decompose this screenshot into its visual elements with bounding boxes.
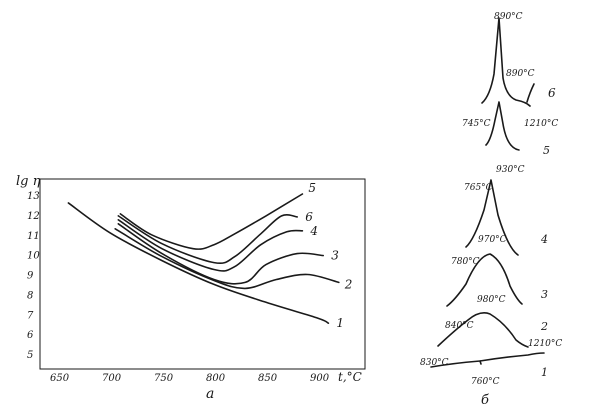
curve-label-5: 5: [543, 144, 550, 157]
annotation-1-left: 830°C: [420, 358, 449, 368]
curve-6: [481, 17, 531, 107]
panel-label-b: б: [481, 393, 489, 408]
x-tick-label: 850: [258, 373, 278, 384]
x-tick-label: 900: [310, 373, 330, 384]
annotation-6-left: 745°C: [462, 119, 491, 129]
x-tick-label: 650: [50, 373, 70, 384]
y-tick-label: 10: [27, 251, 40, 262]
plot-frame: [39, 178, 366, 370]
series-line-2: [114, 227, 340, 290]
series-line-5: [119, 193, 304, 250]
series-label-4: 4: [309, 224, 318, 238]
annotation-6-1210: 1210°C: [524, 119, 558, 129]
series-label-5: 5: [308, 181, 316, 195]
y-tick-label: 6: [27, 330, 34, 341]
annotation-peak-6: 890°C: [494, 12, 523, 22]
y-tick-label: 7: [27, 310, 34, 321]
annotation-4-left: 780°C: [451, 257, 480, 267]
y-tick-label: 12: [27, 211, 40, 222]
curve-1-notch: [479, 360, 482, 365]
y-tick-label: 8: [27, 290, 33, 301]
series-label-1: 1: [336, 316, 344, 330]
annotation-2-left: 840°C: [445, 321, 474, 331]
curve-label-6: 6: [548, 86, 556, 100]
panel-label-a: а: [206, 386, 214, 402]
curve-label-1: 1: [541, 366, 548, 379]
y-axis-label: lg η: [16, 174, 41, 189]
curve-1: [430, 352, 545, 368]
y-tick-label: 9: [27, 271, 34, 282]
series-line-4: [117, 219, 304, 272]
annotation-5-left: 765°C: [464, 183, 493, 193]
panel-b-curves: 6 5 4 3 2 1 890°C 890°C 745°C 1210°C 930…: [420, 12, 562, 408]
curve-4: [465, 179, 519, 256]
curve-label-4: 4: [540, 233, 548, 246]
annotation-1-mid: 760°C: [471, 377, 500, 387]
curve-label-2: 2: [540, 320, 548, 333]
annotation-5-peak: 930°C: [496, 165, 525, 175]
y-tick-labels: 5 6 7 8 9 10 11 12 13: [27, 191, 40, 361]
series-label-6: 6: [305, 210, 313, 224]
x-tick-labels: 650 700 750 800 850 900: [50, 373, 330, 384]
curve-6-branch: [526, 83, 535, 103]
x-tick-label: 750: [154, 373, 174, 384]
annotation-4-peak: 970°C: [478, 235, 507, 245]
y-tick-label: 11: [27, 231, 40, 242]
annotation-3-peak: 980°C: [477, 295, 506, 305]
series-line-3: [117, 223, 324, 285]
x-axis-label: t,°C: [338, 370, 362, 384]
curve-label-3: 3: [541, 288, 548, 301]
x-tick-label: 700: [102, 373, 122, 384]
y-tick-label: 5: [27, 350, 33, 361]
curve-2: [437, 312, 529, 348]
series-label-2: 2: [344, 277, 353, 291]
x-tick-label: 800: [206, 373, 226, 384]
series-line-6: [117, 214, 298, 265]
series-label-3: 3: [331, 249, 339, 263]
series-line-1: [67, 202, 330, 324]
curve-5: [485, 101, 520, 151]
y-tick-label: 13: [27, 191, 40, 202]
annotation-2-right: 1210°C: [528, 339, 562, 349]
annotation-6-right: 890°C: [506, 69, 535, 79]
curve-3: [446, 253, 523, 307]
